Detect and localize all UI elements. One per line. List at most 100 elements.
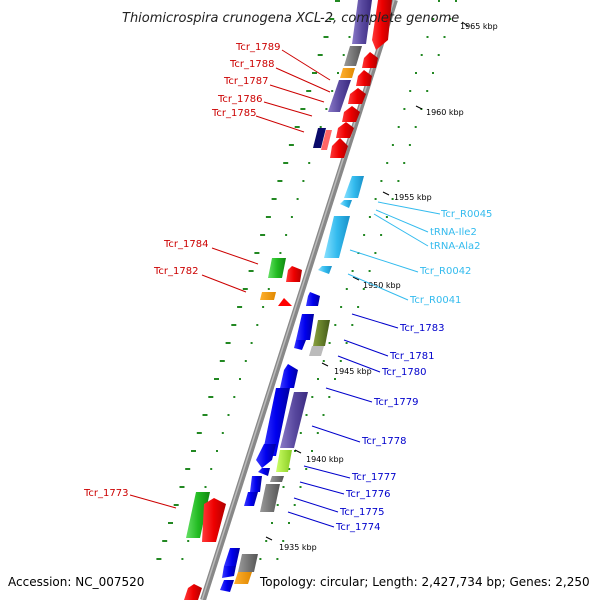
gene-gray[interactable] [270, 476, 284, 482]
gene-blue[interactable] [294, 340, 306, 350]
guide-dot [414, 126, 417, 128]
gene-label[interactable]: Tcr_1788 [229, 59, 274, 70]
guide-dot [339, 360, 342, 362]
gene-blue[interactable] [250, 476, 262, 492]
gene-red[interactable] [342, 106, 360, 122]
guide-dot [380, 180, 383, 182]
gene-label[interactable]: Tcr_1781 [389, 351, 434, 362]
gene-dark-navy[interactable] [313, 128, 326, 148]
gene-lime[interactable] [276, 450, 292, 472]
gene-green[interactable] [186, 492, 210, 538]
gene-label[interactable]: Tcr_1778 [361, 436, 406, 447]
guide-dot [285, 234, 288, 236]
connector-line [351, 313, 399, 329]
guide-dot [225, 342, 231, 344]
rna-gene[interactable] [340, 200, 352, 208]
rna-label[interactable]: tRNA-Ile2 [430, 227, 477, 238]
guide-dot [311, 450, 313, 452]
gene-red[interactable] [372, 0, 392, 50]
guide-dot [305, 468, 308, 470]
gene-blue[interactable] [280, 364, 298, 388]
gene-red[interactable] [362, 52, 378, 68]
gene-gray[interactable] [260, 484, 280, 512]
kbp-label: 1955 kbp [394, 193, 432, 202]
guide-dot [374, 198, 377, 200]
guide-dot [340, 306, 343, 308]
gene-label[interactable]: Tcr_1782 [153, 266, 198, 277]
rna-gene[interactable] [344, 176, 364, 198]
gene-salmon[interactable] [321, 130, 332, 150]
gene-blue[interactable] [296, 314, 314, 340]
guide-dot [351, 270, 354, 272]
gene-blue[interactable] [306, 292, 320, 306]
rna-label[interactable]: Tcr_R0041 [409, 295, 461, 306]
gene-features [184, 0, 392, 600]
guide-dot [403, 162, 406, 164]
connector-line [293, 497, 339, 513]
guide-dot [237, 306, 243, 308]
gene-red[interactable] [278, 298, 292, 306]
guide-dot [283, 162, 289, 164]
guide-dot [443, 36, 446, 38]
gene-label[interactable]: Tcr_1783 [399, 323, 444, 334]
gene-blue[interactable] [220, 580, 234, 592]
gene-label[interactable]: Tcr_1776 [345, 489, 390, 500]
gene-red[interactable] [330, 138, 348, 158]
guide-dot [179, 486, 185, 488]
gene-blue[interactable] [258, 468, 270, 476]
guide-dot [271, 522, 273, 524]
gene-orange[interactable] [234, 572, 252, 584]
rna-gene[interactable] [324, 216, 350, 258]
gene-red[interactable] [336, 122, 354, 138]
gene-blue[interactable] [256, 444, 276, 468]
gene-red[interactable] [286, 266, 302, 282]
gene-label[interactable]: Tcr_1774 [335, 522, 380, 533]
gene-label[interactable]: Tcr_1786 [217, 94, 262, 105]
gene-blue[interactable] [222, 566, 236, 578]
guide-dot [233, 396, 236, 398]
gene-gray[interactable] [344, 46, 362, 66]
gene-label[interactable]: Tcr_1777 [351, 472, 396, 483]
kbp-tick [265, 536, 273, 541]
guide-dot [357, 306, 360, 308]
gene-purple[interactable] [280, 392, 308, 448]
guide-dot [271, 198, 277, 200]
connector-line [287, 511, 335, 528]
rna-gene[interactable] [318, 266, 332, 274]
connector-line [299, 481, 345, 495]
gene-green[interactable] [268, 258, 286, 278]
gene-lightgray[interactable] [309, 346, 324, 356]
gene-red[interactable] [202, 498, 226, 542]
gene-label[interactable]: Tcr_1775 [339, 507, 384, 518]
guide-dot [276, 558, 279, 560]
guide-dot [162, 540, 168, 542]
gene-blue[interactable] [262, 388, 290, 456]
gene-orange[interactable] [340, 68, 355, 78]
gene-label[interactable]: Tcr_1779 [373, 397, 418, 408]
rna-label[interactable]: Tcr_R0042 [419, 266, 471, 277]
gene-blue[interactable] [244, 492, 258, 506]
gene-label[interactable]: Tcr_1784 [163, 239, 208, 250]
gene-purple[interactable] [328, 80, 351, 112]
gene-label[interactable]: Tcr_1789 [235, 42, 280, 53]
guide-dot [345, 342, 348, 344]
gene-purple[interactable] [352, 0, 372, 44]
gene-label[interactable]: Tcr_1787 [223, 76, 268, 87]
gene-orange[interactable] [260, 292, 276, 300]
gene-red[interactable] [184, 584, 202, 600]
gene-gray[interactable] [238, 554, 258, 572]
rna-label[interactable]: tRNA-Ala2 [430, 241, 480, 252]
gene-blue[interactable] [224, 548, 240, 566]
gene-labels: Tcr_1789 Tcr_1788 Tcr_1787 Tcr_1786 Tcr_… [83, 42, 492, 533]
gene-label[interactable]: Tcr_1785 [211, 108, 256, 119]
guide-dot [214, 378, 219, 380]
gene-red[interactable] [356, 70, 372, 86]
gene-label[interactable]: Tcr_1780 [381, 367, 426, 378]
rna-label[interactable]: Tcr_R0045 [440, 209, 492, 220]
gene-olive[interactable] [313, 320, 330, 346]
gene-label[interactable]: Tcr_1773 [83, 488, 128, 499]
gene-red[interactable] [348, 88, 366, 104]
guide-dot [204, 486, 207, 488]
guide-dot [312, 72, 317, 74]
guide-dot [239, 378, 241, 380]
